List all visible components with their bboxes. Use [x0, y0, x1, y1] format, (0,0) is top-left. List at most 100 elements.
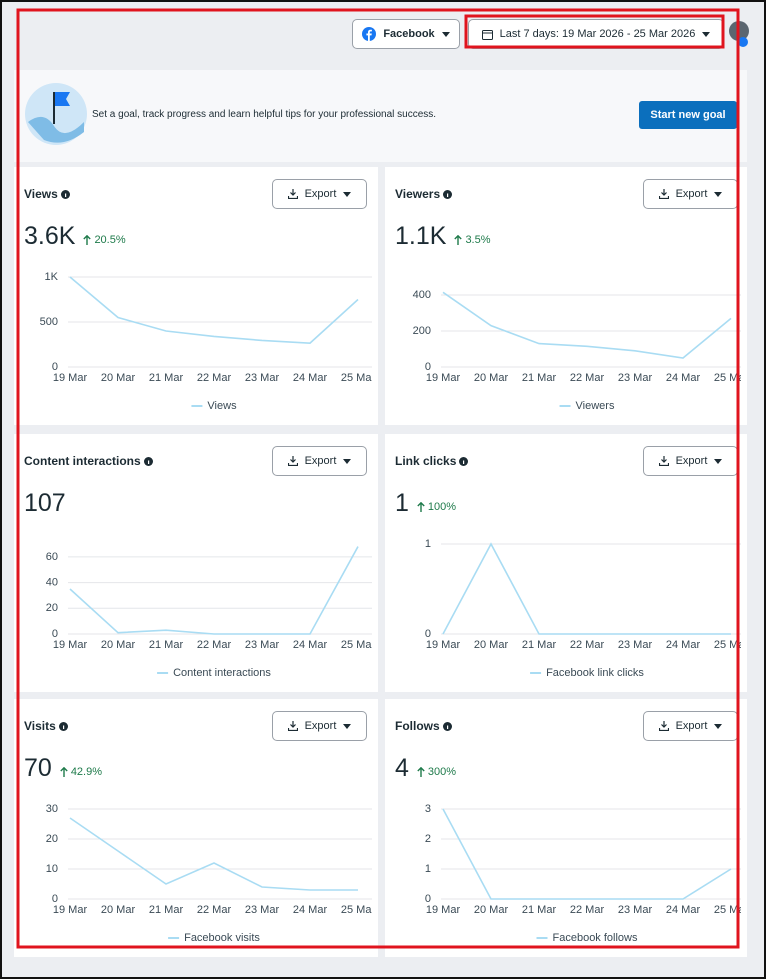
- calendar-icon: [481, 29, 493, 40]
- x-tick-label: 21 Mar: [149, 372, 184, 384]
- download-glyph: [287, 456, 298, 466]
- card-title-row: Link clicks: [395, 454, 469, 468]
- metric-value: 1.1K: [395, 222, 447, 250]
- export-button[interactable]: Export: [643, 711, 738, 741]
- x-tick-label: 21 Mar: [522, 904, 557, 916]
- export-label: Export: [675, 188, 708, 200]
- y-tick-label: 2: [425, 833, 431, 845]
- date-range-selector[interactable]: Last 7 days: 19 Mar 2026 - 25 Mar 2026: [468, 19, 724, 49]
- info-icon: [442, 721, 452, 731]
- up-arrow: [417, 502, 425, 512]
- legend-label: Viewers: [576, 400, 615, 412]
- x-tick-label: 19 Mar: [426, 372, 461, 384]
- card-title: Visits: [24, 719, 56, 733]
- legend: Facebook visits: [168, 932, 260, 944]
- card-title-row: Content interactions: [24, 454, 153, 468]
- metric-card: Follows Export 4 300% 0 1 2 3 19 Mar 20 Mar 21 Mar…: [385, 699, 747, 957]
- info-i: [447, 193, 449, 197]
- caret: [343, 723, 352, 729]
- info-i: [62, 725, 65, 729]
- x-tick-label: 22 Mar: [197, 372, 232, 384]
- x-tick-label: 24 Mar: [293, 904, 328, 916]
- download-icon: [658, 721, 669, 731]
- legend: Viewers: [559, 400, 615, 412]
- caret-glyph: [343, 458, 352, 464]
- metric-change: 100%: [417, 501, 456, 513]
- card-title: Follows: [395, 719, 440, 733]
- caret-glyph: [343, 191, 352, 197]
- up-arrow: [83, 235, 92, 245]
- series-line: [69, 276, 359, 344]
- download-glyph: [287, 189, 298, 199]
- metric-value: 4: [395, 754, 409, 782]
- download-glyph: [658, 456, 669, 466]
- download-icon: [287, 456, 298, 466]
- card-title-row: Viewers: [395, 187, 453, 201]
- info-icon: [143, 456, 153, 466]
- metric-card: Viewers Export 1.1K 3.5% 0 200 400 19 Mar 20 Mar…: [385, 167, 747, 425]
- export-label: Export: [304, 188, 337, 200]
- info-icon: [443, 189, 453, 199]
- arrow-glyph: [454, 235, 463, 245]
- export-button[interactable]: Export: [272, 711, 367, 741]
- legend: Views: [191, 400, 237, 412]
- export-button[interactable]: Export: [643, 446, 738, 476]
- metric-change: 20.5%: [83, 234, 126, 246]
- arrow-glyph: [60, 767, 68, 777]
- caret: [714, 458, 723, 464]
- up-arrow: [60, 767, 68, 777]
- metric-change: 3.5%: [454, 234, 491, 246]
- x-tick-label: 20 Mar: [101, 904, 136, 916]
- info-icon: [60, 189, 70, 199]
- download-glyph: [658, 189, 669, 199]
- arrow-glyph: [83, 235, 92, 245]
- caret: [702, 31, 711, 37]
- export-button[interactable]: Export: [643, 179, 738, 209]
- x-tick-label: 19 Mar: [53, 639, 88, 651]
- legend-label: Views: [207, 400, 237, 412]
- download-icon: [287, 189, 298, 199]
- x-tick-label: 20 Mar: [474, 639, 509, 651]
- export-label: Export: [304, 455, 337, 467]
- x-tick-label: 23 Mar: [245, 904, 280, 916]
- facebook-icon: [362, 27, 377, 41]
- info-icon: [459, 456, 469, 466]
- x-tick-label: 22 Mar: [570, 372, 605, 384]
- card-title-row: Follows: [395, 719, 452, 733]
- x-tick-label: 20 Mar: [101, 639, 136, 651]
- y-tick-label: 3: [425, 803, 431, 815]
- export-button[interactable]: Export: [272, 179, 367, 209]
- start-goal-button[interactable]: Start new goal: [639, 101, 737, 129]
- metric-change: 42.9%: [60, 766, 102, 778]
- caret-glyph: [343, 723, 352, 729]
- x-tick-label: 24 Mar: [293, 639, 328, 651]
- card-title-row: Visits: [24, 719, 68, 733]
- y-tick-label: 10: [46, 863, 58, 875]
- legend: Content interactions: [157, 667, 271, 679]
- x-tick-label: 21 Mar: [149, 639, 184, 651]
- download-glyph: [658, 721, 669, 731]
- metric-card: Views Export 3.6K 20.5% 0 500 1K 19 Mar 20 Mar 21…: [14, 167, 378, 425]
- avatar[interactable]: [729, 20, 749, 48]
- download-icon: [658, 456, 669, 466]
- x-tick-label: 23 Mar: [618, 904, 653, 916]
- x-tick-label: 20 Mar: [474, 904, 509, 916]
- y-tick-label: 20: [46, 602, 58, 614]
- up-arrow: [454, 235, 463, 245]
- platform-selector[interactable]: Facebook: [352, 19, 460, 49]
- x-tick-label: 25 Mar: [714, 639, 741, 651]
- legend-label: Facebook link clicks: [546, 667, 644, 679]
- x-tick-label: 25 Mar: [341, 372, 372, 384]
- caret: [714, 723, 723, 729]
- metric-value: 70: [24, 754, 52, 782]
- export-button[interactable]: Export: [272, 446, 367, 476]
- y-tick-label: 20: [46, 833, 58, 845]
- legend-label: Facebook visits: [184, 932, 260, 944]
- y-tick-label: 30: [46, 803, 58, 815]
- caret: [343, 458, 352, 464]
- x-tick-label: 20 Mar: [101, 372, 136, 384]
